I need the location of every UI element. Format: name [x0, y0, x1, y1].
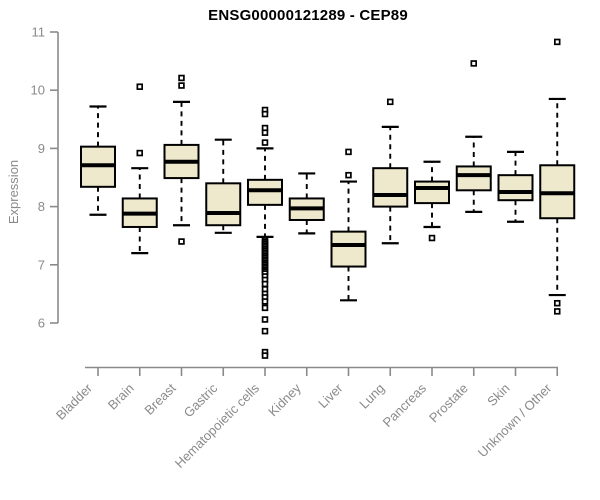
x-tick-label: Skin	[484, 381, 512, 409]
outlier-point	[178, 74, 185, 82]
boxplot-bladder	[80, 105, 116, 216]
y-axis-title: Expression	[6, 159, 21, 225]
boxplot-unknown-other	[539, 38, 576, 315]
x-tick-label: Lung	[356, 381, 387, 412]
x-tick-label: Prostate	[426, 381, 471, 426]
iqr-box	[372, 167, 409, 208]
boxplot-kidney	[288, 172, 325, 235]
iqr-box	[330, 230, 367, 268]
iqr-box	[497, 174, 534, 202]
outlier-point	[178, 238, 185, 245]
outlier-point	[261, 110, 269, 118]
y-tick-label: 9	[38, 141, 45, 156]
y-tick-label: 11	[32, 25, 46, 40]
boxplot-gastric	[205, 138, 242, 234]
x-tick-label: Breast	[141, 380, 178, 417]
outlier-point	[261, 139, 269, 146]
outlier-point	[345, 171, 352, 179]
y-tick-label: 6	[38, 316, 45, 331]
outlier-point	[136, 83, 144, 90]
x-tick-label: Pancreas	[380, 380, 430, 430]
outlier-point	[261, 129, 269, 136]
x-tick-label: Brain	[105, 381, 137, 413]
outlier-point	[553, 38, 561, 46]
boxplot-prostate	[455, 60, 492, 213]
outlier-point	[261, 352, 269, 359]
outlier-point	[470, 60, 478, 67]
y-tick-label: 7	[38, 257, 45, 272]
boxplot-lung	[372, 98, 409, 245]
outlier-point	[387, 98, 394, 106]
outlier-point	[261, 316, 269, 323]
iqr-box	[247, 178, 283, 206]
outlier-point	[178, 82, 185, 89]
outlier-point	[136, 149, 144, 157]
boxplot-liver	[330, 148, 367, 302]
iqr-box	[455, 165, 492, 192]
boxplot-pancreas	[414, 160, 450, 242]
iqr-box	[414, 180, 450, 205]
outlier-point	[261, 298, 269, 305]
y-tick-label: 10	[31, 83, 45, 98]
x-tick-label: Gastric	[181, 380, 221, 420]
boxplot-hematopoietic-cells	[247, 106, 283, 359]
boxplot-brain	[121, 83, 158, 255]
outlier-point	[261, 280, 269, 288]
x-tick-label: Liver	[315, 380, 346, 411]
boxplot-breast	[163, 74, 200, 245]
boxplot-skin	[497, 150, 534, 223]
outlier-point	[261, 304, 269, 312]
x-tick-label: Unknown / Other	[475, 380, 555, 460]
outlier-point	[553, 308, 561, 315]
iqr-box	[205, 182, 242, 227]
outlier-point	[261, 327, 269, 335]
outlier-point	[553, 299, 561, 307]
x-tick-label: Kidney	[265, 380, 304, 419]
x-tick-label: Bladder	[53, 380, 96, 423]
outlier-point	[345, 148, 352, 156]
outlier-point	[428, 234, 436, 242]
chart-title: ENSG00000121289 - CEP89	[208, 7, 408, 24]
y-tick-label: 8	[38, 199, 45, 214]
